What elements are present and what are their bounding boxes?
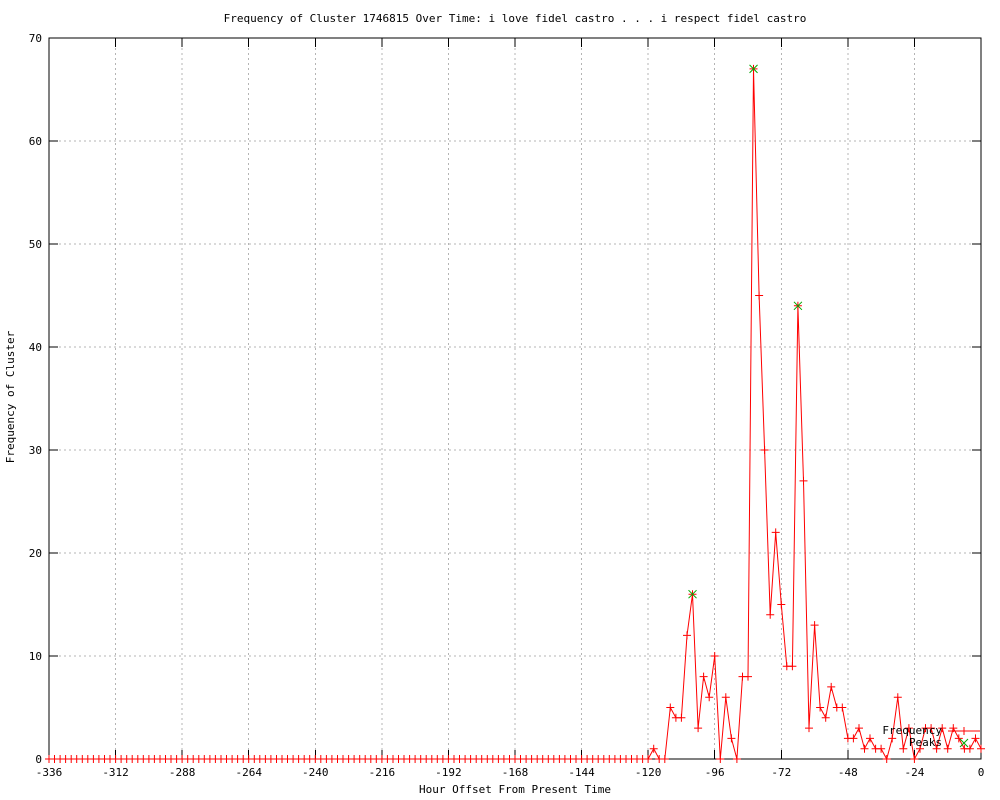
x-tick-label: -216 [369,766,396,779]
y-tick-label: 20 [29,547,42,560]
peak-markers [688,64,803,599]
legend-label-peaks: Peaks [908,736,942,749]
y-tick-label: 60 [29,135,42,148]
x-tick-label: -120 [635,766,662,779]
x-tick-label: -288 [169,766,196,779]
x-tick-label: -48 [838,766,858,779]
x-tick-label: -96 [705,766,725,779]
x-tick-label: -240 [302,766,329,779]
frequency-markers [45,64,985,763]
x-tick-label: -24 [904,766,924,779]
x-tick-label: 0 [978,766,985,779]
x-axis-label: Hour Offset From Present Time [418,783,612,796]
legend-frequency-sample [948,727,980,735]
x-tick-label: -312 [102,766,129,779]
x-tick-labels: -336 -312 -288 -264 -240 -216 -192 -168 -144 -120… [36,766,985,779]
y-tick-label: 50 [29,238,42,251]
x-tick-label: -336 [36,766,63,779]
y-tick-label: 0 [35,753,42,766]
y-tick-label: 70 [29,32,42,45]
x-tick-label: -264 [235,766,262,779]
x-tick-label: -168 [502,766,529,779]
grid-lines [49,38,981,759]
y-tick-labels: 0 10 20 30 40 50 60 70 [29,32,42,766]
y-axis-label: Frequency of Cluster [4,330,17,464]
legend-peaks-sample [959,738,969,748]
chart-title: Frequency of Cluster 1746815 Over Time: … [223,12,807,25]
y-tick-label: 10 [29,650,42,663]
y-tick-label: 30 [29,444,42,457]
legend-label-frequency: Frequency [882,724,942,737]
x-tick-label: -192 [435,766,462,779]
y-tick-label: 40 [29,341,42,354]
x-tick-label: -144 [568,766,595,779]
x-tick-label: -72 [771,766,791,779]
